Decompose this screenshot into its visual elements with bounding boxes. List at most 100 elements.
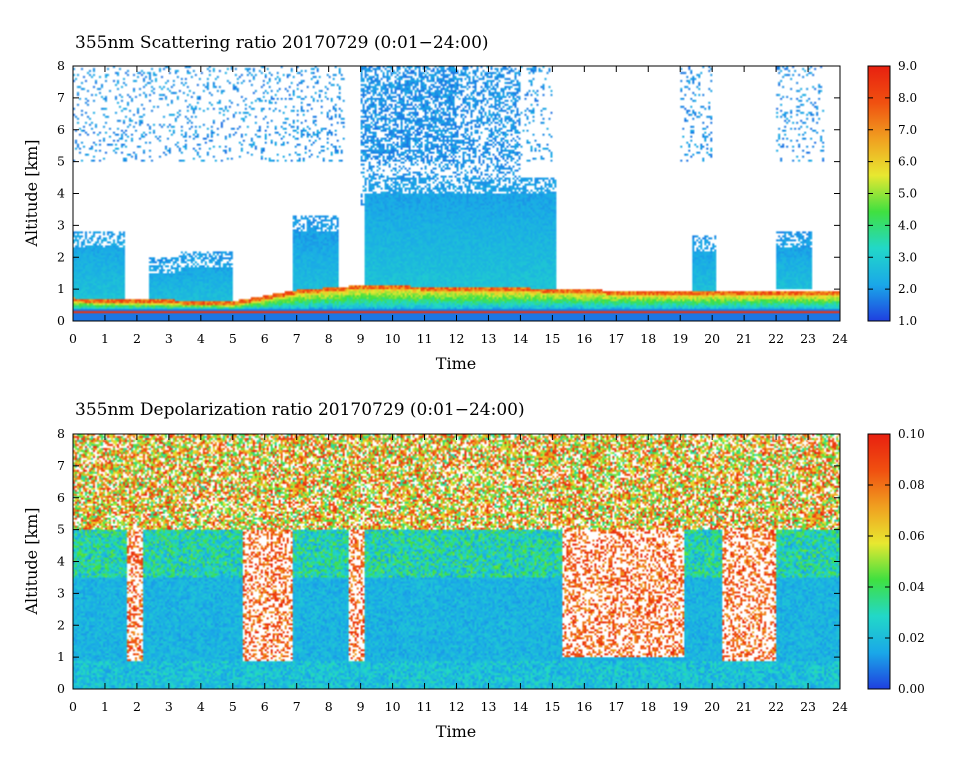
x-tick-label: 5: [229, 331, 237, 346]
x-tick-label: 21: [736, 699, 752, 714]
x-tick-label: 10: [385, 331, 401, 346]
colorbar-tick-label: 6.0: [898, 155, 917, 169]
x-axis-ticks: 0 1 2 3 4 5 6 7 8 9 10 11 12 13 14 15 16 17 18 19 20 21 22 23 24: [69, 66, 848, 346]
plot-area: [72, 433, 841, 690]
y-axis-label: Altitude [km]: [22, 139, 41, 247]
x-axis-label: Time: [436, 722, 476, 741]
y-tick-label: 4: [57, 554, 65, 569]
y-tick-label: 0: [57, 313, 65, 328]
y-tick-label: 8: [57, 58, 65, 73]
y-tick-label: 7: [57, 458, 65, 473]
y-tick-label: 7: [57, 90, 65, 105]
x-tick-label: 7: [293, 699, 301, 714]
colorbar-tick-label: 0.00: [898, 682, 925, 696]
x-tick-label: 15: [544, 699, 560, 714]
x-tick-label: 6: [261, 331, 269, 346]
depolarization-ratio-panel: 355nm Depolarization ratio 20170729 (0:0…: [22, 400, 925, 741]
colorbar: 1.0 2.0 3.0 4.0 5.0 6.0 7.0 8.0 9.0: [867, 59, 917, 328]
x-tick-label: 5: [229, 699, 237, 714]
x-tick-label: 13: [481, 699, 497, 714]
x-tick-label: 1: [101, 331, 109, 346]
x-tick-label: 20: [704, 699, 720, 714]
colorbar-tick-label: 0.02: [898, 631, 925, 645]
x-tick-label: 14: [512, 699, 528, 714]
x-tick-label: 11: [417, 331, 433, 346]
colorbar-tick-label: 2.0: [898, 282, 917, 296]
colorbar-tick-label: 0.06: [898, 529, 925, 543]
y-tick-label: 6: [57, 490, 65, 505]
y-axis-ticks: 0 1 2 3 4 5 6 7 8: [57, 58, 840, 328]
x-tick-label: 21: [736, 331, 752, 346]
y-tick-label: 8: [57, 426, 65, 441]
y-tick-label: 3: [57, 585, 65, 600]
x-tick-label: 17: [608, 331, 624, 346]
colorbar-tick-label: 0.04: [898, 580, 925, 594]
colorbar-tick-label: 8.0: [898, 91, 917, 105]
x-tick-label: 3: [165, 331, 173, 346]
x-axis-label: Time: [436, 354, 476, 373]
scattering-ratio-panel: 355nm Scattering ratio 20170729 (0:01−24…: [22, 33, 917, 373]
colorbar-tick-label: 1.0: [898, 314, 917, 328]
x-axis-ticks: 0 1 2 3 4 5 6 7 8 9 10 11 12 13 14 15 16 17 18 19 20 21 22 23 24: [69, 434, 848, 714]
x-tick-label: 22: [768, 331, 784, 346]
chart-title: 355nm Scattering ratio 20170729 (0:01−24…: [75, 33, 489, 53]
x-tick-label: 23: [800, 699, 816, 714]
plot-area: [72, 65, 841, 322]
x-tick-label: 7: [293, 331, 301, 346]
x-tick-label: 13: [481, 331, 497, 346]
x-tick-label: 12: [449, 331, 465, 346]
x-tick-label: 9: [357, 331, 365, 346]
x-tick-label: 4: [197, 699, 205, 714]
heatmap-image: [73, 66, 840, 321]
colorbar-tick-label: 4.0: [898, 218, 917, 232]
colorbar-tick-label: 7.0: [898, 123, 917, 137]
colorbar-tick-label: 3.0: [898, 250, 917, 264]
x-tick-label: 0: [69, 699, 77, 714]
heatmap-image: [73, 434, 840, 689]
colorbar-tick-label: 0.10: [898, 427, 925, 441]
x-tick-label: 19: [672, 699, 688, 714]
x-tick-label: 0: [69, 331, 77, 346]
x-tick-label: 4: [197, 331, 205, 346]
x-tick-label: 8: [325, 699, 333, 714]
chart-title: 355nm Depolarization ratio 20170729 (0:0…: [75, 400, 525, 420]
colorbar-gradient: [868, 434, 890, 689]
y-tick-label: 5: [57, 154, 65, 169]
y-tick-label: 1: [57, 649, 65, 664]
colorbar-tick-label: 5.0: [898, 187, 917, 201]
y-tick-label: 0: [57, 681, 65, 696]
y-tick-label: 5: [57, 522, 65, 537]
x-tick-label: 17: [608, 699, 624, 714]
y-axis-label: Altitude [km]: [22, 507, 41, 615]
x-tick-label: 8: [325, 331, 333, 346]
y-tick-label: 6: [57, 122, 65, 137]
y-tick-label: 4: [57, 186, 65, 201]
y-tick-label: 1: [57, 281, 65, 296]
y-axis-ticks: 0 1 2 3 4 5 6 7 8: [57, 426, 840, 696]
x-tick-label: 3: [165, 699, 173, 714]
x-tick-label: 14: [512, 331, 528, 346]
colorbar: 0.00 0.02 0.04 0.06 0.08 0.10: [867, 427, 925, 696]
x-tick-label: 2: [133, 331, 141, 346]
y-tick-label: 3: [57, 217, 65, 232]
x-tick-label: 20: [704, 331, 720, 346]
y-tick-label: 2: [57, 617, 65, 632]
y-tick-label: 2: [57, 249, 65, 264]
x-tick-label: 23: [800, 331, 816, 346]
x-tick-label: 6: [261, 699, 269, 714]
x-tick-label: 12: [449, 699, 465, 714]
x-tick-label: 15: [544, 331, 560, 346]
colorbar-gradient: [868, 66, 890, 321]
x-tick-label: 11: [417, 699, 433, 714]
x-tick-label: 22: [768, 699, 784, 714]
x-tick-label: 24: [832, 699, 848, 714]
x-tick-label: 2: [133, 699, 141, 714]
colorbar-tick-label: 9.0: [898, 59, 917, 73]
colorbar-ticks: 0.00 0.02 0.04 0.06 0.08 0.10: [868, 427, 925, 696]
colorbar-tick-label: 0.08: [898, 478, 925, 492]
x-tick-label: 19: [672, 331, 688, 346]
x-tick-label: 16: [576, 331, 592, 346]
colorbar-frame: [867, 433, 891, 690]
x-tick-label: 9: [357, 699, 365, 714]
